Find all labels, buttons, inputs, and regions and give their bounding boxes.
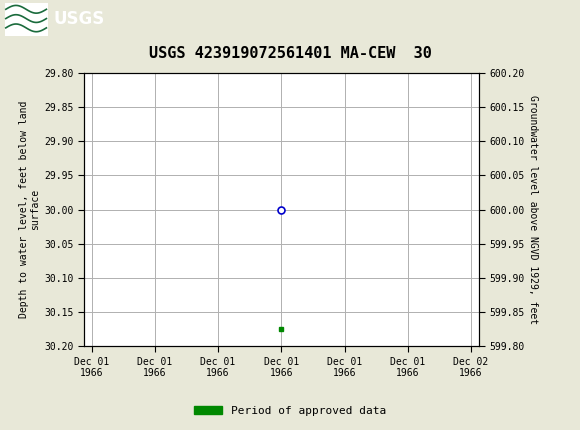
Legend: Period of approved data: Period of approved data: [190, 401, 390, 420]
Text: USGS: USGS: [53, 10, 104, 28]
FancyBboxPatch shape: [5, 3, 48, 36]
Y-axis label: Depth to water level, feet below land
surface: Depth to water level, feet below land su…: [19, 101, 40, 318]
Y-axis label: Groundwater level above NGVD 1929, feet: Groundwater level above NGVD 1929, feet: [528, 95, 538, 324]
Text: USGS 423919072561401 MA-CEW  30: USGS 423919072561401 MA-CEW 30: [148, 46, 432, 61]
